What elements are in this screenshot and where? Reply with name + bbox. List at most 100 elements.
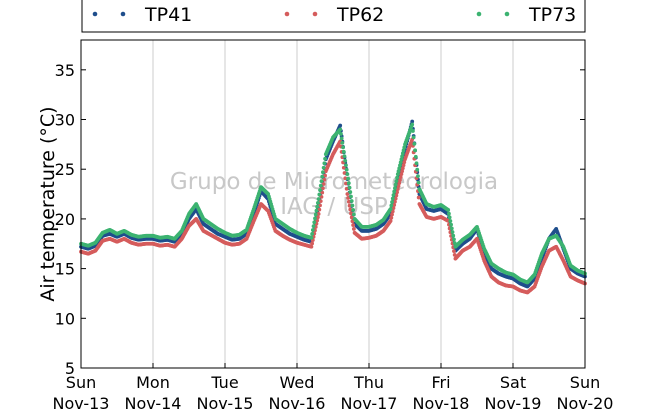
data-point [389,215,394,220]
data-point [321,182,326,186]
y-tick-label: 10 [55,309,75,328]
data-point [313,212,318,217]
data-point [413,154,418,159]
data-point [339,132,343,136]
data-point [319,179,324,184]
data-point [395,187,400,191]
x-tick-day-label: Wed [280,373,315,392]
x-tick-date-label: Nov-18 [413,394,470,409]
data-point [398,178,402,183]
y-tick-label: 30 [55,111,75,130]
data-point [397,166,402,171]
data-point [390,200,394,204]
data-point [341,165,346,170]
x-tick-day-label: Fri [431,373,450,392]
data-point [416,195,421,200]
data-point [309,235,314,240]
data-point [351,223,356,227]
data-point [321,165,326,170]
data-point [349,194,353,199]
data-point [394,179,399,184]
data-point [347,185,352,190]
data-points [79,119,587,295]
data-point [393,182,398,187]
data-point [318,183,323,188]
data-point [388,207,393,211]
data-point [390,212,394,217]
data-point [394,193,399,198]
data-point [346,199,351,204]
legend-box [81,0,586,33]
x-tick-day-label: Sun [66,373,96,392]
data-point [399,172,404,177]
x-tick-date-label: Nov-15 [197,394,254,409]
x-tick-day-label: Tue [210,373,238,392]
data-point [318,203,322,208]
data-point [388,219,393,223]
series-TP73 [79,122,587,285]
data-point [323,156,327,161]
x-axis: Sun Nov-13 Mon Nov-14 Tue Nov-15 Wed Nov-16 Thu N… [53,363,613,409]
data-point [398,175,403,180]
watermark: Grupo de Micrometeorologia IAG / USP [170,169,498,220]
y-axis: 5 10 15 20 25 30 35 [55,61,585,378]
data-point [416,174,420,179]
data-point [344,186,349,191]
data-point [400,166,405,171]
data-point [320,190,325,195]
data-point [344,167,349,172]
data-point [315,215,320,220]
data-point [416,180,421,185]
data-point [323,173,327,178]
data-point [351,212,356,217]
data-point [320,174,325,179]
data-point [447,211,451,216]
data-point [322,161,327,166]
y-tick-label: 5 [65,359,75,378]
y-axis-label: Air temperature (°C) [37,106,59,301]
x-tick-day-label: Sun [570,373,600,392]
data-point [448,219,453,223]
watermark-line-1: Grupo de Micrometeorologia [170,169,498,195]
data-point [349,215,354,220]
data-point [399,157,404,162]
legend-marker [284,11,290,17]
data-point [344,181,348,186]
data-point [450,230,455,234]
x-tick-date-label: Nov-16 [269,394,326,409]
data-point [395,172,400,177]
data-point [397,181,402,186]
data-point [338,127,343,132]
x-tick-day-label: Mon [136,373,170,392]
data-point [412,141,417,146]
data-point [312,220,317,225]
data-point [317,192,322,197]
data-point [402,145,407,150]
data-point [341,149,346,154]
data-point [349,199,354,203]
data-point [392,203,397,207]
data-point [452,249,456,254]
data-point [315,201,320,205]
data-point [346,196,351,200]
vertical-grid [152,40,514,368]
data-point [346,181,351,186]
data-point [398,160,403,165]
data-point [411,129,415,133]
data-point [451,233,456,238]
data-point [393,186,397,191]
data-point [309,244,314,249]
data-point [449,226,454,231]
y-tick-label: 35 [55,61,75,80]
data-point [310,241,315,246]
data-point [396,169,401,174]
data-point [410,119,415,124]
data-point [315,204,320,209]
data-point [349,211,353,216]
data-point [400,154,405,159]
data-point [311,224,316,229]
data-point [410,122,415,127]
x-tick-date-label: Nov-13 [53,394,110,409]
